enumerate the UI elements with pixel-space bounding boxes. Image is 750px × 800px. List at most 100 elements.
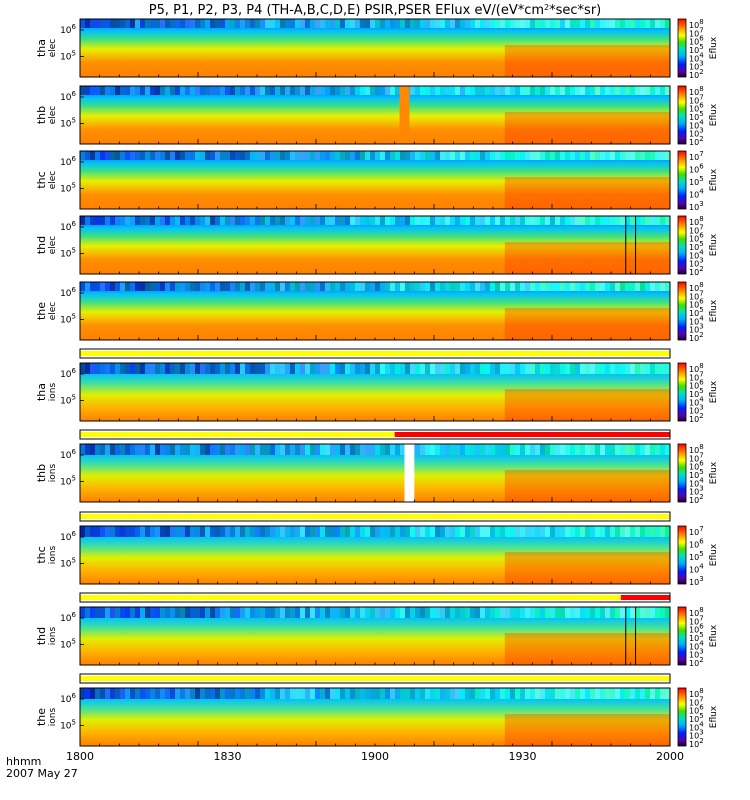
colorbar	[677, 362, 687, 422]
colorbar-tick-label: 102	[689, 68, 704, 80]
spectrogram-hot-region	[504, 308, 670, 340]
colorbar-tick-label: 108	[689, 687, 704, 699]
colorbar-tick-label: 102	[689, 331, 704, 343]
colorbar-tick-label: 107	[689, 525, 704, 537]
colorbar	[677, 85, 687, 145]
colorbar-tick-label: 106	[689, 460, 704, 472]
colorbar-tick-label: 108	[689, 18, 704, 30]
y-tick-label: 105	[60, 50, 76, 63]
spectrogram-hot-region	[504, 242, 670, 274]
colorbar-label: Eflux	[709, 36, 719, 59]
spectrogram-hot-region	[504, 552, 670, 584]
spectrogram-image	[80, 19, 670, 77]
colorbar-tick-label: 108	[689, 281, 704, 293]
colorbar-tick-label: 108	[689, 443, 704, 455]
spectrogram-hot-region	[504, 45, 670, 77]
colorbar-label: Eflux	[709, 705, 719, 728]
flag-segment	[394, 432, 670, 437]
colorbar-tick-label: 106	[689, 298, 704, 310]
panel-ylabel: thaelec	[35, 39, 58, 58]
colorbar-tick-label: 102	[689, 737, 704, 749]
colorbar-tick-label: 104	[689, 248, 704, 260]
colorbar-tick-label: 108	[689, 362, 704, 374]
colorbar-tick-label: 104	[689, 476, 704, 488]
colorbar	[677, 525, 687, 585]
colorbar-tick-label: 106	[689, 623, 704, 635]
y-tick-label: 105	[60, 117, 76, 130]
colorbar-tick-label: 105	[689, 110, 704, 122]
spectrogram-noise-band	[80, 216, 671, 225]
flag-bar-frame	[79, 429, 671, 440]
colorbar-tick-label: 104	[689, 51, 704, 63]
colorbar-tick-label: 106	[689, 163, 704, 175]
colorbar-tick-label: 106	[689, 232, 704, 244]
spectrogram-noise-band	[80, 688, 671, 699]
colorbar-tick-label: 104	[689, 314, 704, 326]
colorbar	[677, 18, 687, 78]
colorbar-tick-label: 102	[689, 135, 704, 147]
colorbar-tick-label: 103	[689, 60, 704, 72]
data-gap-0	[399, 86, 410, 144]
spectrogram-hot-region	[504, 470, 670, 502]
colorbar-tick-label: 107	[689, 695, 704, 707]
colorbar-tick-label: 103	[689, 127, 704, 139]
colorbar	[677, 215, 687, 275]
flag-segment	[80, 351, 670, 356]
colorbar	[677, 150, 687, 210]
colorbar-tick-label: 104	[689, 395, 704, 407]
x-tick-label: 1930	[509, 750, 537, 763]
colorbar-tick-label: 103	[689, 257, 704, 269]
mode-flag-bar	[79, 429, 671, 440]
panel-ylabel: thdions	[35, 626, 58, 645]
spectrogram-noise-band	[80, 526, 671, 537]
colorbar-tick-label: 107	[689, 451, 704, 463]
colorbar	[677, 281, 687, 341]
colorbar-tick-label: 108	[689, 215, 704, 227]
colorbar-tick-label: 105	[689, 712, 704, 724]
mode-flag-bar	[79, 592, 671, 603]
panel-ylabel: theelec	[35, 302, 58, 321]
y-tick-label: 106	[60, 90, 76, 103]
mode-flag-bar	[79, 673, 671, 684]
colorbar-tick-label: 106	[689, 538, 704, 550]
spectrogram-noise-band	[80, 444, 671, 455]
x-tick-label: 2000	[656, 750, 684, 763]
panel-ylabel: thaions	[35, 382, 58, 401]
spectrogram-noise-band	[80, 363, 671, 374]
colorbar-tick-label: 106	[689, 35, 704, 47]
colorbar-tick-label: 103	[689, 648, 704, 660]
colorbar-tick-label: 107	[689, 150, 704, 162]
colorbar-tick-label: 107	[689, 93, 704, 105]
colorbar-tick-label: 107	[689, 289, 704, 301]
colorbar-label: Eflux	[709, 461, 719, 484]
spectrogram-hot-region	[504, 389, 670, 421]
colorbar-tick-label: 106	[689, 704, 704, 716]
spectrogram-image	[80, 151, 670, 209]
flag-bar-frame	[79, 673, 671, 684]
colorbar-label: Eflux	[709, 299, 719, 322]
colorbar-label: Eflux	[709, 543, 719, 566]
figure-title: P5, P1, P2, P3, P4 (TH-A,B,C,D,E) PSIR,P…	[149, 3, 601, 19]
colorbar-tick-label: 108	[689, 606, 704, 618]
y-tick-label: 106	[60, 448, 76, 461]
colorbar-tick-label: 104	[689, 563, 704, 575]
flag-bar-frame	[79, 348, 671, 359]
spectrogram-noise-band	[80, 151, 671, 160]
spectrogram-image	[80, 216, 670, 274]
colorbar-label: Eflux	[709, 624, 719, 647]
spectrogram-hot-region	[504, 112, 670, 144]
colorbar-tick-label: 105	[689, 175, 704, 187]
spectrogram-hot-region	[504, 177, 670, 209]
colorbar-tick-label: 106	[689, 102, 704, 114]
flag-segment	[620, 595, 670, 600]
colorbar-tick-label: 104	[689, 720, 704, 732]
colorbar-tick-label: 103	[689, 729, 704, 741]
colorbar-tick-label: 103	[689, 404, 704, 416]
